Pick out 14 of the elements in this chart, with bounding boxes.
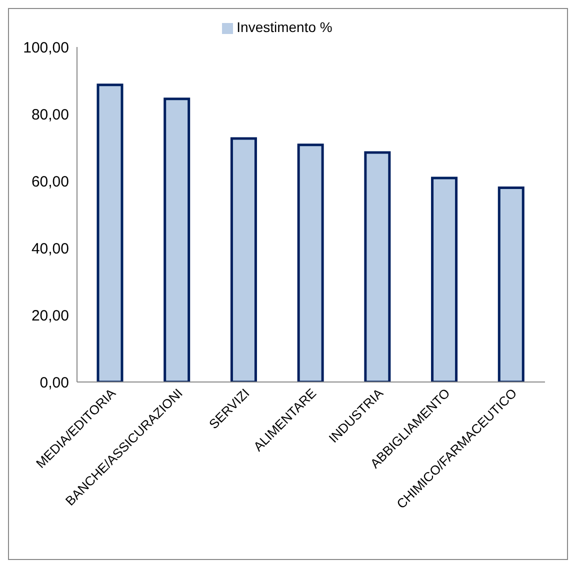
y-tick-label: 20,00 <box>31 307 69 324</box>
bar <box>431 176 458 382</box>
bar <box>498 186 524 382</box>
y-tick-label: 0,00 <box>40 374 69 392</box>
y-tick-label: 80,00 <box>31 106 69 124</box>
y-tick-label: 60,00 <box>31 173 69 190</box>
legend-label: Investimento % <box>236 19 332 35</box>
bar <box>164 98 190 382</box>
y-tick-label: 100,00 <box>23 39 69 56</box>
bar <box>230 137 257 382</box>
bar <box>297 144 324 382</box>
y-tick-label: 40,00 <box>31 240 69 258</box>
bar <box>96 84 124 382</box>
bar <box>364 151 391 382</box>
